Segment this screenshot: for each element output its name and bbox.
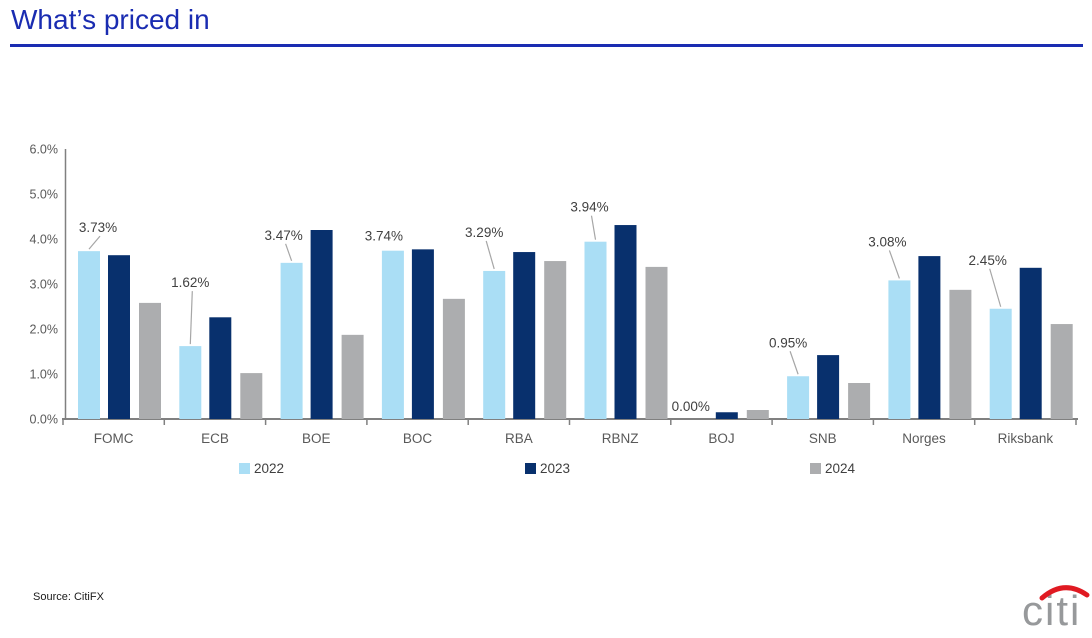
bar-2022-Riksbank: [989, 308, 1012, 419]
citi-logo-text: citi: [1022, 587, 1081, 634]
data-label: 3.94%: [570, 200, 608, 215]
bar-2024-BOJ: [746, 410, 769, 419]
legend-item-2023: 2023: [525, 461, 570, 476]
x-axis-category-label: Riksbank: [998, 431, 1054, 446]
y-axis-tick-label: 5.0%: [30, 188, 59, 202]
x-axis-category-label: FOMC: [94, 431, 134, 446]
x-axis-category-label: BOE: [302, 431, 331, 446]
data-label-leader-line: [285, 243, 293, 262]
bar-2024-BOE: [341, 334, 364, 419]
bar-2022-BOC: [381, 250, 404, 419]
data-label: 3.74%: [365, 229, 403, 244]
bar-2024-Riksbank: [1050, 324, 1073, 419]
bar-2023-SNB: [817, 355, 840, 419]
bar-2022-RBNZ: [584, 241, 607, 419]
y-axis-tick-label: 6.0%: [30, 143, 59, 157]
citi-logo-arc: [1039, 585, 1090, 601]
bar-2022-BOE: [280, 262, 303, 419]
data-label-leader-line: [888, 250, 900, 279]
bar-2023-BOJ: [715, 412, 738, 419]
bar-2023-FOMC: [108, 255, 130, 419]
bar-2023-RBNZ: [614, 225, 637, 419]
source-note: Source: CitiFX: [33, 591, 104, 603]
bar-2024-RBNZ: [645, 266, 668, 419]
data-label-leader-line: [189, 291, 193, 345]
data-label-leader-line: [485, 240, 495, 270]
chart-legend: 2022 2023 2024: [0, 461, 1092, 481]
bar-2024-FOMC: [139, 302, 161, 419]
bar-2024-SNB: [848, 383, 871, 419]
legend-item-2022: 2022: [239, 461, 284, 476]
bar-2024-BOC: [442, 298, 465, 419]
page-title: What’s priced in: [11, 4, 210, 35]
citi-logo: citi: [1022, 585, 1090, 634]
data-label: 3.47%: [264, 228, 302, 243]
bar-2024-RBA: [544, 261, 567, 419]
data-label: 3.08%: [868, 234, 906, 249]
legend-item-2024: 2024: [810, 461, 855, 476]
x-axis-category-label: RBA: [505, 431, 533, 446]
data-label-leader-line: [789, 351, 799, 375]
legend-swatch-2023: [525, 463, 536, 474]
bar-2023-ECB: [209, 317, 232, 419]
title-underline: [10, 44, 1083, 47]
bar-2023-BOC: [411, 249, 434, 419]
bar-2023-Norges: [918, 256, 941, 419]
data-label-leader-line: [590, 215, 597, 240]
x-axis-category-label: SNB: [809, 431, 837, 446]
data-label: 2.45%: [969, 253, 1007, 268]
bar-2022-RBA: [483, 270, 506, 419]
bar-2024-Norges: [949, 289, 972, 419]
x-axis-category-label: Norges: [902, 431, 946, 446]
bar-2022-Norges: [888, 280, 911, 419]
x-axis-category-label: BOJ: [708, 431, 734, 446]
data-label: 1.62%: [171, 275, 209, 290]
data-label: 0.00%: [672, 399, 710, 414]
data-label: 0.95%: [769, 335, 807, 350]
bar-2023-RBA: [513, 252, 536, 419]
data-label-leader-line: [989, 268, 1002, 307]
y-axis-tick-label: 4.0%: [30, 233, 59, 247]
legend-label-2023: 2023: [540, 461, 571, 476]
legend-swatch-2024: [810, 463, 821, 474]
bar-2023-Riksbank: [1019, 267, 1042, 419]
data-label-leader-line: [88, 235, 101, 250]
x-axis-category-label: BOC: [403, 431, 433, 446]
data-label: 3.73%: [79, 220, 117, 235]
y-axis-tick-label: 1.0%: [30, 368, 59, 382]
y-axis-tick-label: 0.0%: [30, 413, 59, 427]
legend-label-2024: 2024: [825, 461, 856, 476]
y-axis-tick-label: 3.0%: [30, 278, 59, 292]
bar-2022-ECB: [179, 346, 202, 419]
y-axis-tick-label: 2.0%: [30, 323, 59, 337]
data-label: 3.29%: [465, 225, 503, 240]
bar-2024-ECB: [240, 373, 263, 419]
bar-2022-SNB: [787, 376, 810, 419]
legend-label-2022: 2022: [254, 461, 285, 476]
x-axis-category-label: RBNZ: [602, 431, 639, 446]
x-axis-category-label: ECB: [201, 431, 229, 446]
bar-2022-FOMC: [78, 251, 100, 419]
legend-swatch-2022: [239, 463, 250, 474]
bar-2023-BOE: [310, 230, 333, 419]
